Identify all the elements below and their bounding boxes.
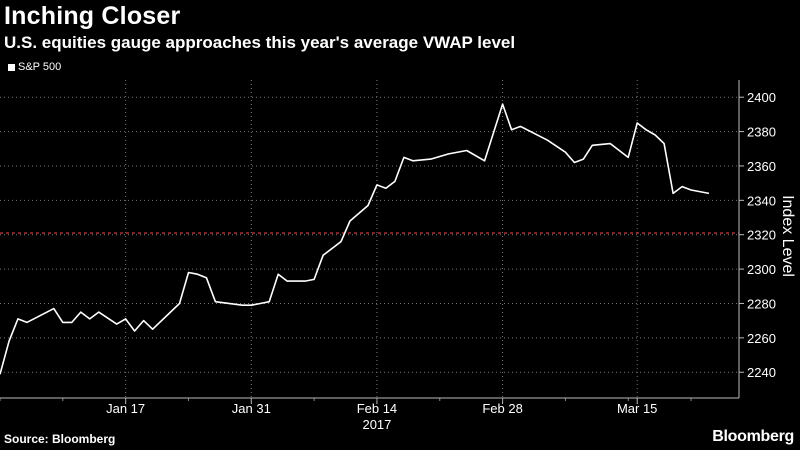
source-note: Source: Bloomberg <box>4 432 116 446</box>
legend-swatch <box>8 63 15 71</box>
y-tick-label: 2340 <box>747 193 776 208</box>
y-tick-labels: 2240 2260 2280 2300 2320 2340 2360 2380 2400 <box>747 90 776 380</box>
x-tick-label: Jan 17 <box>106 401 145 416</box>
x-tick-labels: Jan 17 Jan 31 Feb 14 Feb 28 Mar 15 <box>106 401 657 416</box>
y-tick-label: 2240 <box>747 365 776 380</box>
y-tick-label: 2380 <box>747 125 776 140</box>
y-tick-label: 2400 <box>747 90 776 105</box>
x-tick-label: Mar 15 <box>617 401 657 416</box>
y-axis-label: Index Level <box>779 195 796 277</box>
y-tick-label: 2260 <box>747 331 776 346</box>
y-tick-label: 2300 <box>747 262 776 277</box>
grid <box>0 80 739 398</box>
chart-subtitle: U.S. equities gauge approaches this year… <box>4 33 516 52</box>
x-tick-label: Feb 14 <box>357 401 397 416</box>
chart-title: Inching Closer <box>4 2 181 30</box>
y-tick-label: 2360 <box>747 159 776 174</box>
x-tick-label: Feb 28 <box>482 401 522 416</box>
axes <box>0 80 744 404</box>
x-year-label: 2017 <box>362 417 391 432</box>
legend-label: S&P 500 <box>18 61 62 73</box>
x-tick-label: Jan 31 <box>232 401 271 416</box>
sp500-line <box>0 103 710 375</box>
y-tick-label: 2280 <box>747 296 776 311</box>
legend: S&P 500 <box>8 61 61 73</box>
y-tick-label: 2320 <box>747 228 776 243</box>
bloomberg-logo: Bloomberg <box>712 428 794 445</box>
